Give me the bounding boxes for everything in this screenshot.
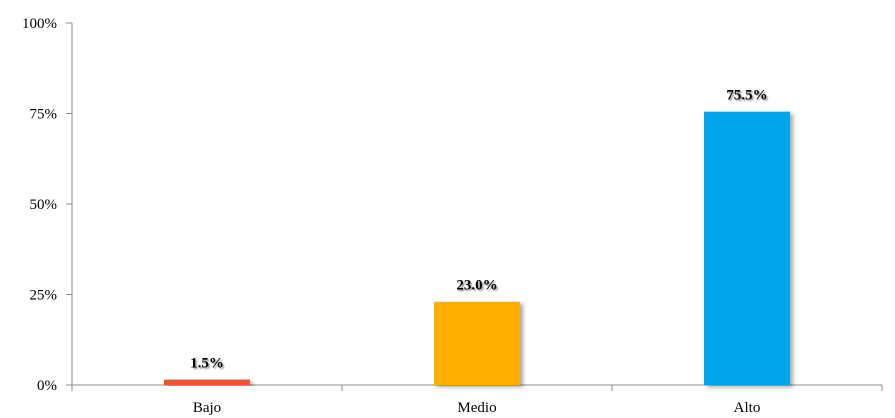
y-tick-label: 50%	[30, 197, 58, 213]
data-label-alto: 75.5%	[726, 88, 767, 104]
bar-medio	[434, 301, 520, 385]
data-label-medio: 23.0%	[456, 278, 497, 294]
y-tick-label: 0%	[37, 378, 57, 394]
bar-bajo	[164, 379, 250, 385]
y-axis: 0% 25% 50% 75% 100%	[22, 16, 73, 394]
x-tick-label: Medio	[457, 400, 496, 416]
x-tick-label: Alto	[734, 400, 761, 416]
bar-alto	[704, 111, 790, 385]
y-tick-label: 25%	[30, 288, 58, 304]
x-axis: Bajo Medio Alto	[71, 384, 883, 416]
data-label-bajo: 1.5%	[190, 356, 224, 372]
x-tick-label: Bajo	[193, 400, 221, 416]
y-tick-label: 75%	[30, 107, 58, 123]
bars	[164, 111, 790, 385]
data-labels: 1.5% 23.0% 75.5%	[190, 88, 768, 372]
y-tick-label: 100%	[22, 16, 57, 32]
